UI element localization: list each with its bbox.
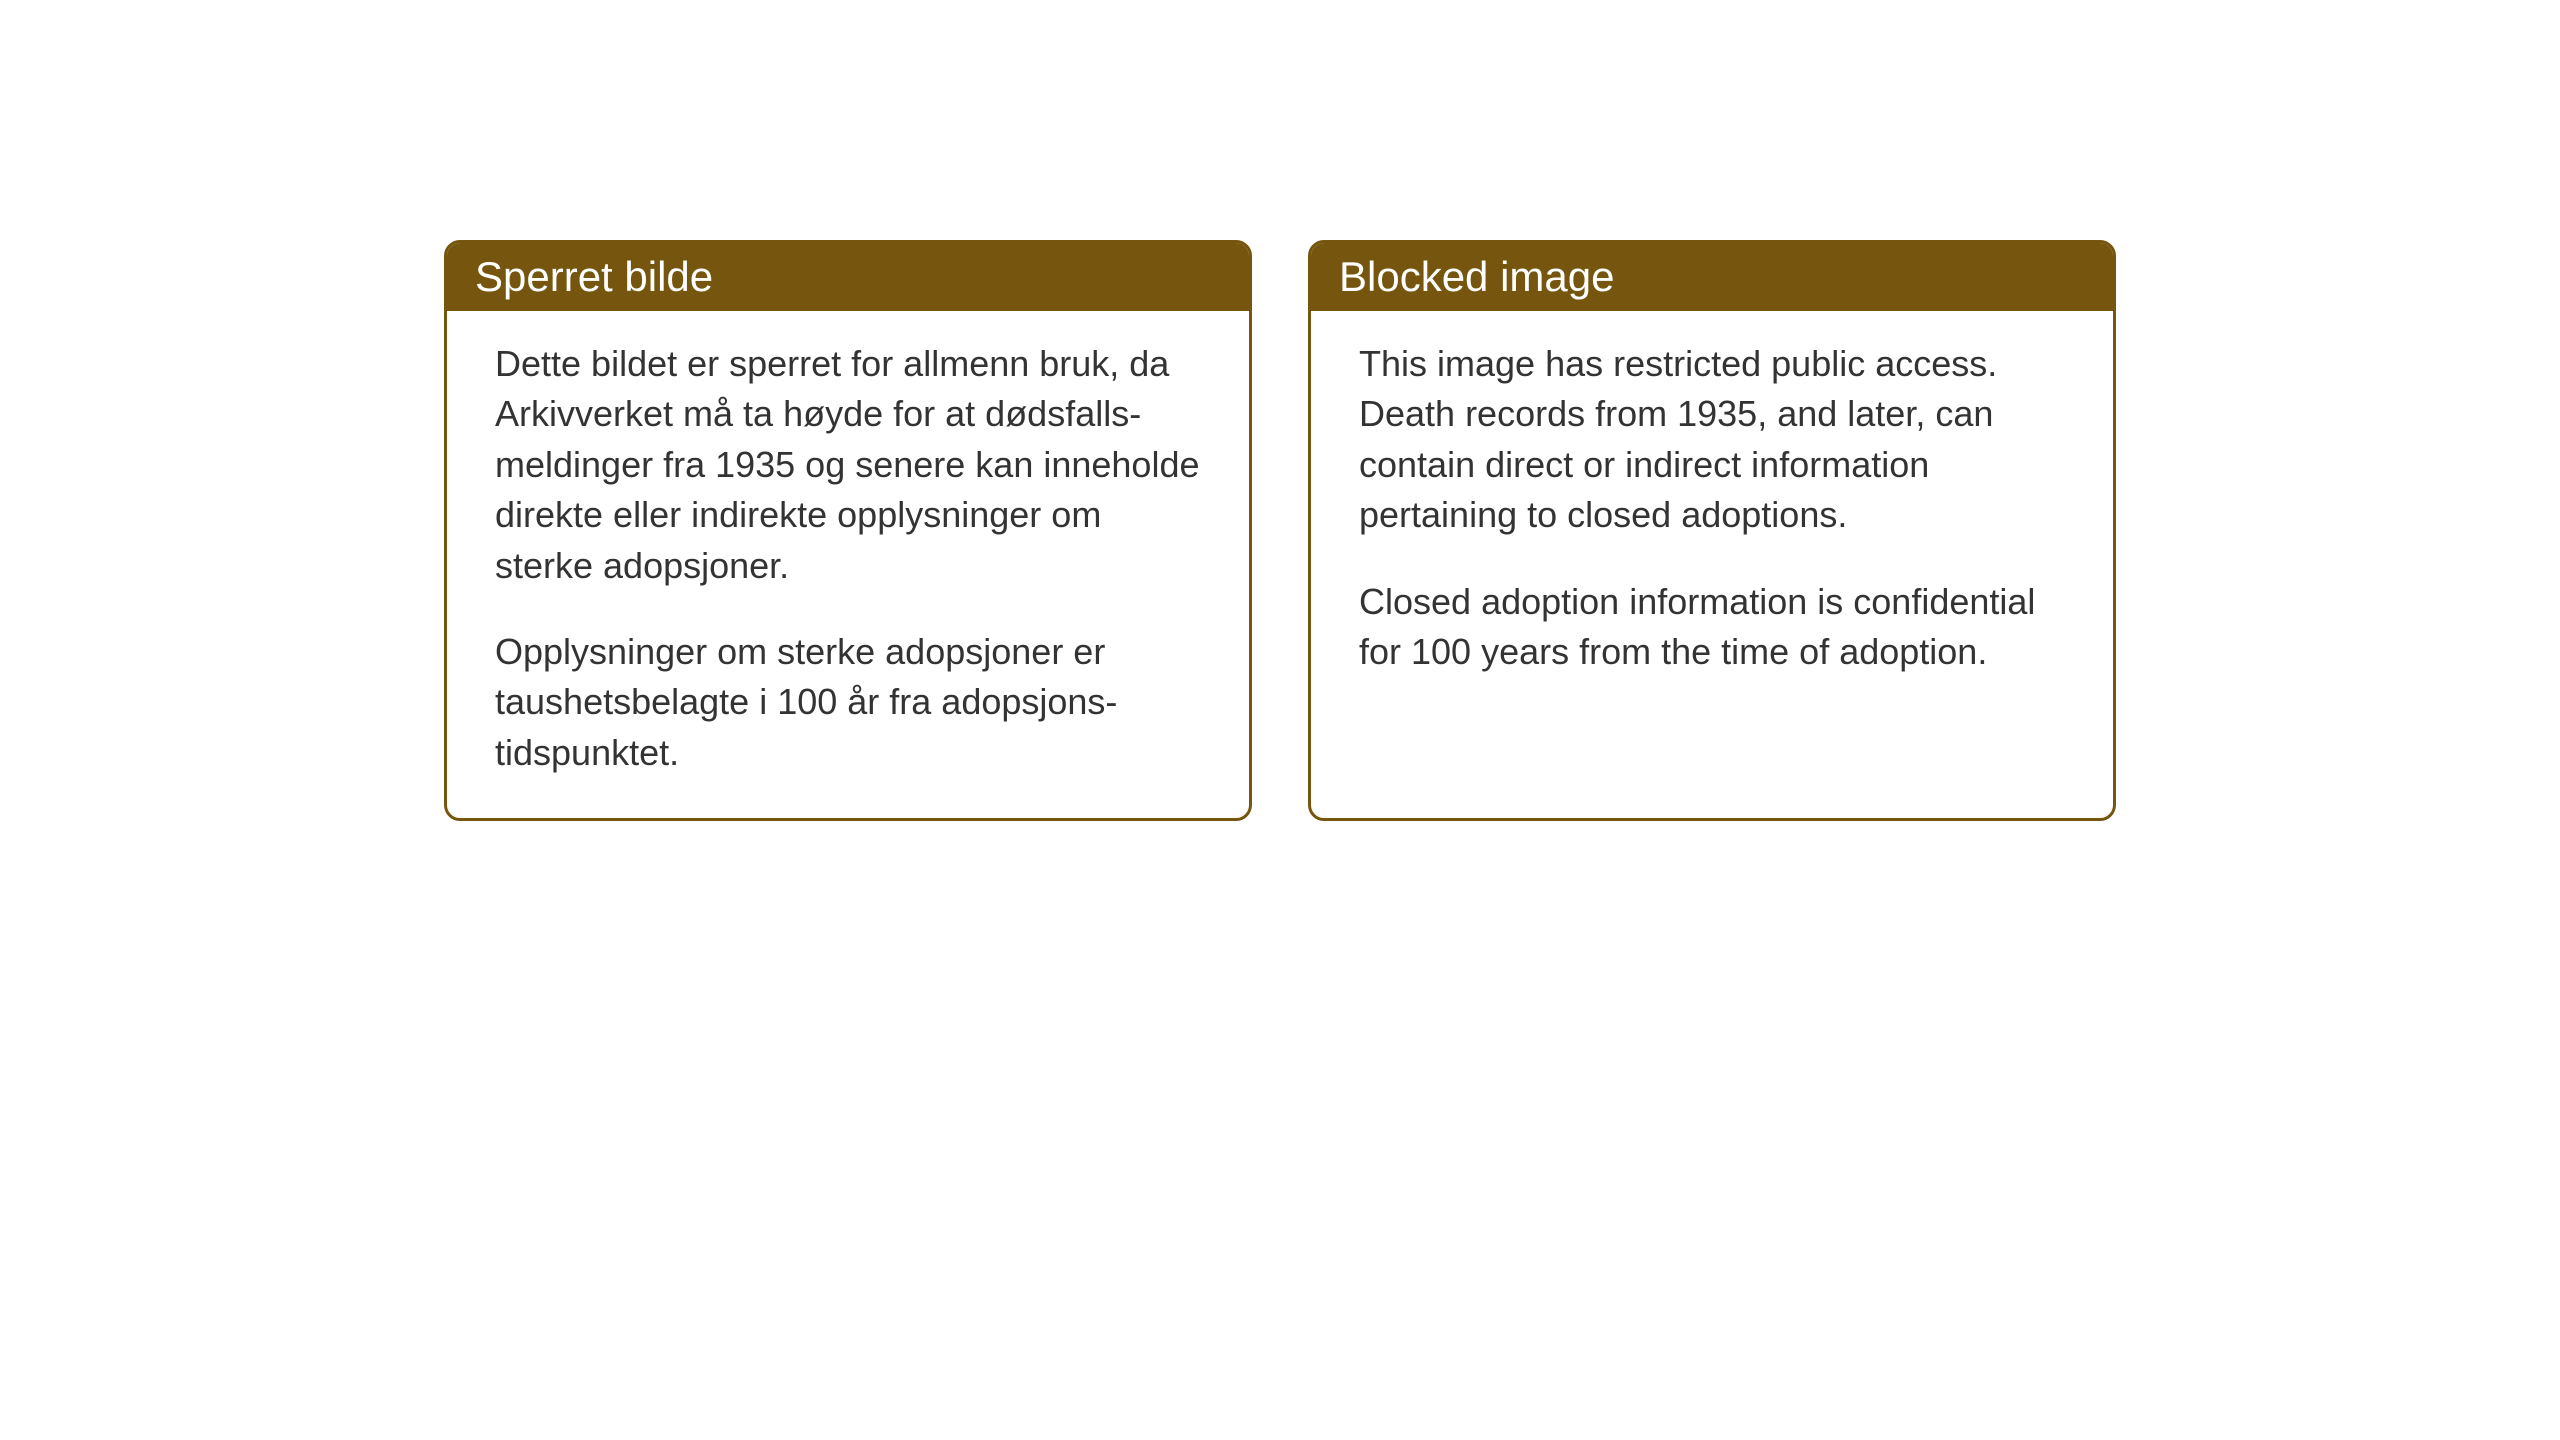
norwegian-notice-card: Sperret bilde Dette bildet er sperret fo…	[444, 240, 1252, 821]
english-paragraph-1: This image has restricted public access.…	[1359, 339, 2065, 541]
english-notice-card: Blocked image This image has restricted …	[1308, 240, 2116, 821]
notice-cards-container: Sperret bilde Dette bildet er sperret fo…	[444, 240, 2116, 821]
norwegian-card-header: Sperret bilde	[447, 243, 1249, 311]
english-card-body: This image has restricted public access.…	[1311, 311, 2113, 741]
norwegian-paragraph-1: Dette bildet er sperret for allmenn bruk…	[495, 339, 1201, 591]
norwegian-paragraph-2: Opplysninger om sterke adopsjoner er tau…	[495, 627, 1201, 778]
english-paragraph-2: Closed adoption information is confident…	[1359, 577, 2065, 678]
english-card-title: Blocked image	[1339, 253, 2085, 301]
norwegian-card-body: Dette bildet er sperret for allmenn bruk…	[447, 311, 1249, 818]
norwegian-card-title: Sperret bilde	[475, 253, 1221, 301]
english-card-header: Blocked image	[1311, 243, 2113, 311]
